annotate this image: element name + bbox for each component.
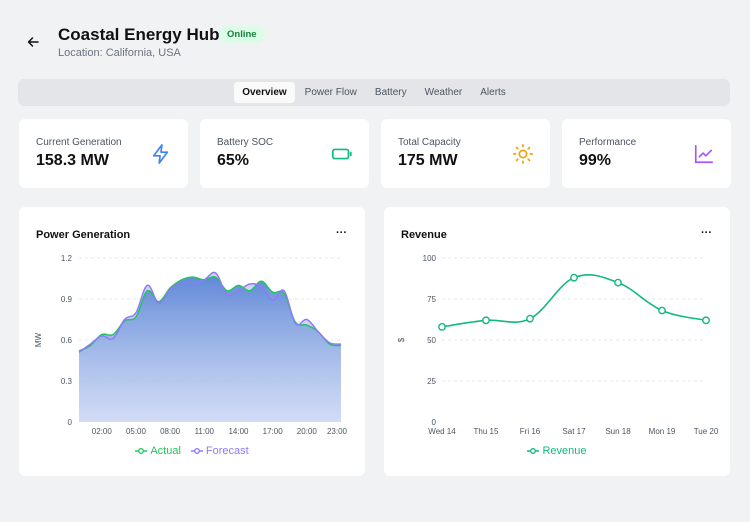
x-tick-label: 20:00	[297, 427, 318, 436]
y-axis-label: MW	[34, 332, 43, 347]
data-point	[482, 316, 490, 325]
legend-marker-icon	[527, 448, 540, 454]
tab-power-flow[interactable]: Power Flow	[304, 87, 357, 98]
tab-overview[interactable]: Overview	[234, 82, 295, 103]
stat-card-current-generation: Current Generation 158.3 MW	[19, 119, 188, 188]
data-point	[438, 322, 446, 331]
x-tick-label: Sat 17	[562, 427, 586, 436]
legend-actual[interactable]: Actual	[135, 445, 181, 457]
legend-forecast[interactable]: Forecast	[190, 445, 249, 457]
y-tick-label: 50	[427, 336, 436, 345]
series-line-forecast	[78, 271, 342, 353]
x-tick-label: Thu 15	[474, 427, 499, 436]
revenue-panel: Revenue ··· 0 25 50 75 100 $ Wed 14 Thu 15 Fri 1…	[384, 207, 730, 476]
legend-marker-icon	[135, 448, 148, 454]
y-tick-label: 0	[432, 418, 437, 427]
legend-label: Actual	[150, 445, 181, 457]
x-tick-label: 23:00	[327, 427, 348, 436]
back-button[interactable]	[25, 34, 41, 50]
data-point	[702, 316, 710, 325]
y-tick-label: 100	[423, 254, 437, 263]
x-tick-label: 08:00	[160, 427, 181, 436]
tab-bar: Overview Power Flow Battery Weather Aler…	[18, 79, 730, 106]
stat-label: Total Capacity	[398, 137, 461, 148]
tab-alerts[interactable]: Alerts	[480, 87, 506, 98]
data-point	[614, 278, 622, 287]
x-tick-label: Sun 18	[605, 427, 631, 436]
x-tick-label: 02:00	[92, 427, 113, 436]
legend-label: Revenue	[542, 445, 587, 457]
stat-value: 65%	[217, 152, 250, 169]
chart-legend: Revenue	[384, 445, 730, 457]
stat-card-performance: Performance 99%	[562, 119, 731, 188]
status-badge: Online	[219, 26, 265, 43]
chart-line-icon	[694, 144, 714, 164]
arrow-left-icon	[27, 37, 39, 47]
data-point	[658, 306, 666, 315]
stat-label: Performance	[579, 137, 637, 148]
stat-card-total-capacity: Total Capacity 175 MW	[381, 119, 550, 188]
stat-label: Current Generation	[36, 137, 122, 148]
sun-icon	[513, 144, 533, 164]
stat-value: 158.3 MW	[36, 152, 109, 169]
location-text: Location: California, USA	[58, 47, 181, 59]
x-tick-label: 14:00	[228, 427, 249, 436]
stat-value: 99%	[579, 152, 612, 169]
area-actual	[79, 276, 341, 422]
power-generation-chart: 0 0.3 0.6 0.9 1.2 MW 02:00 05:00 08:00 11:00 14:00…	[34, 254, 348, 436]
stat-value: 175 MW	[398, 152, 458, 169]
x-tick-label: Mon 19	[649, 427, 676, 436]
page-title: Coastal Energy Hub	[58, 25, 220, 44]
tab-battery[interactable]: Battery	[374, 87, 407, 98]
y-tick-label: 25	[427, 377, 436, 386]
power-generation-panel: Power Generation ··· 0 0.3 0.6 0.9 1.2 MW 02:0…	[19, 207, 365, 476]
more-menu-button[interactable]: ···	[336, 227, 347, 239]
revenue-chart: 0 25 50 75 100 $ Wed 14 Thu 15 Fri 16 Sat 17 Sun 1…	[397, 254, 719, 436]
lightning-icon	[152, 144, 169, 164]
y-tick-label: 0.6	[61, 336, 73, 345]
x-tick-label: 11:00	[195, 427, 215, 436]
x-tick-label: Wed 14	[428, 427, 456, 436]
stat-card-battery-soc: Battery SOC 65%	[200, 119, 369, 188]
x-tick-label: 05:00	[126, 427, 147, 436]
legend-label: Forecast	[205, 445, 249, 457]
y-tick-label: 0.9	[61, 295, 73, 304]
battery-icon	[332, 148, 352, 160]
panel-title: Power Generation	[36, 229, 131, 241]
stat-label: Battery SOC	[217, 137, 274, 148]
more-menu-button[interactable]: ···	[701, 227, 712, 239]
legend-marker-icon	[190, 448, 203, 454]
tab-weather[interactable]: Weather	[424, 87, 463, 98]
legend-revenue[interactable]: Revenue	[527, 445, 587, 457]
panel-title: Revenue	[401, 229, 447, 241]
y-tick-label: 0.3	[61, 377, 73, 386]
chart-legend: Actual Forecast	[19, 445, 365, 457]
y-axis-label: $	[397, 337, 406, 342]
y-tick-label: 75	[427, 295, 436, 304]
x-tick-label: Fri 16	[520, 427, 541, 436]
x-tick-label: Tue 20	[694, 427, 719, 436]
y-tick-label: 0	[68, 418, 73, 427]
data-point	[526, 314, 534, 323]
y-tick-label: 1.2	[61, 254, 73, 263]
series-line-revenue	[441, 274, 707, 328]
x-tick-label: 17:00	[263, 427, 284, 436]
data-point	[570, 273, 578, 282]
